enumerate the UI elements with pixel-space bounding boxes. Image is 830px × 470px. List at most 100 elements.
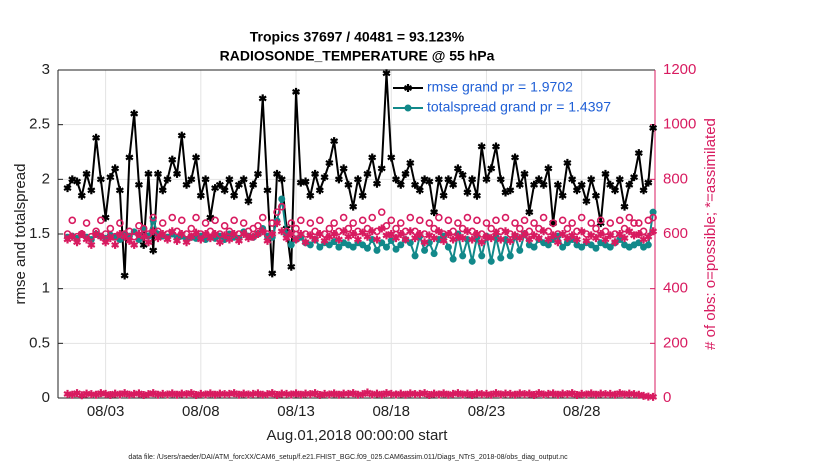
y2-tick-label: 800 [663, 170, 688, 187]
circle-marker [606, 243, 614, 251]
circle-marker [349, 243, 357, 251]
star-marker [425, 390, 434, 399]
star-marker [649, 227, 658, 236]
star-marker [520, 230, 529, 238]
star-marker [234, 236, 243, 245]
star-marker [211, 230, 220, 238]
open-circle-marker [530, 219, 538, 227]
circle-marker [459, 252, 467, 260]
open-circle-marker [296, 216, 305, 225]
star-marker [449, 180, 458, 189]
y2-tick-label: 400 [663, 280, 688, 297]
circle-marker [392, 245, 400, 253]
star-marker [301, 238, 310, 247]
star-marker [401, 390, 410, 399]
y-tick-label: 3 [42, 61, 50, 78]
star-marker [306, 231, 315, 240]
star-marker [539, 227, 548, 236]
open-circle-marker [330, 219, 338, 227]
y2-axis-label: # of obs: o=possible; *=assimilated [702, 118, 719, 350]
open-circle-marker [325, 224, 334, 233]
star-marker [568, 175, 577, 184]
star-marker [282, 234, 291, 243]
star-marker [406, 227, 415, 236]
star-marker [549, 389, 558, 398]
star-marker [339, 164, 348, 173]
star-marker [525, 389, 534, 398]
open-circle-marker [539, 213, 548, 222]
star-marker [515, 180, 524, 189]
star-marker [634, 149, 643, 158]
star-marker [320, 173, 329, 182]
star-marker [96, 232, 105, 241]
star-marker [496, 175, 505, 184]
chart-title: Tropics 37697 / 40481 = 93.123% [250, 29, 465, 45]
star-marker [511, 390, 520, 399]
star-marker [253, 389, 262, 398]
open-circle-marker [630, 219, 638, 227]
star-marker [339, 227, 348, 236]
star-marker [525, 208, 534, 217]
open-circle-marker [158, 219, 167, 227]
star-marker [401, 169, 410, 178]
circle-marker [397, 241, 405, 249]
star-marker [596, 230, 605, 238]
star-marker [463, 389, 472, 398]
open-circle-marker [311, 227, 319, 236]
star-marker [477, 238, 486, 247]
open-circle-marker [192, 213, 200, 222]
y2-tick-label: 1000 [663, 116, 696, 133]
open-circle-marker [168, 213, 177, 222]
circle-marker [382, 243, 390, 251]
star-marker [268, 230, 277, 238]
star-marker [601, 235, 610, 244]
star-marker [377, 164, 386, 173]
x-tick-label: 08/03 [87, 403, 125, 420]
open-circle-marker [97, 216, 105, 225]
star-marker [87, 240, 96, 249]
star-marker [506, 186, 515, 195]
circle-marker [325, 241, 333, 249]
open-circle-marker [563, 224, 572, 233]
open-circle-marker [568, 219, 576, 227]
star-marker [330, 230, 339, 238]
star-marker [92, 133, 101, 142]
open-circle-marker [606, 219, 615, 227]
open-circle-marker [558, 216, 567, 225]
star-marker [173, 236, 182, 245]
star-marker [168, 155, 177, 164]
star-marker [272, 169, 282, 178]
star-marker [334, 175, 343, 184]
chart-subtitle: RADIOSONDE_TEMPERATURE @ 55 hPa [220, 48, 495, 64]
y2-tick-label: 200 [663, 334, 688, 351]
star-marker [482, 175, 491, 184]
star-marker [582, 197, 591, 206]
star-marker [87, 186, 96, 195]
open-circle-marker [649, 213, 657, 222]
star-marker [315, 186, 324, 195]
star-marker [120, 271, 129, 280]
star-marker [68, 232, 77, 241]
open-circle-marker [625, 213, 634, 222]
star-marker [149, 246, 158, 255]
star-marker [296, 230, 305, 238]
star-marker [277, 175, 286, 184]
star-marker [115, 390, 124, 399]
star-marker [491, 228, 501, 237]
open-circle-marker [220, 222, 229, 230]
star-marker [253, 169, 262, 178]
open-circle-marker [316, 216, 324, 225]
star-marker [544, 164, 553, 173]
star-marker [182, 238, 191, 247]
star-marker [201, 230, 210, 238]
star-marker [396, 180, 405, 189]
star-marker [115, 186, 124, 195]
star-marker [349, 202, 358, 211]
circle-marker [530, 243, 538, 251]
star-marker [606, 180, 615, 189]
open-circle-marker [487, 224, 496, 233]
star-marker [277, 227, 286, 236]
star-marker [358, 191, 367, 200]
star-marker [234, 180, 243, 189]
star-marker [263, 236, 272, 245]
